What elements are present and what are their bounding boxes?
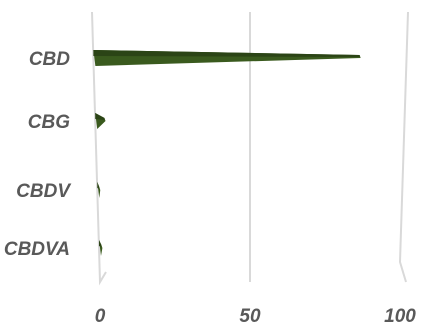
category-label-cbg: CBG <box>28 112 70 133</box>
category-labels: CBD CBG CBDV CBDVA <box>4 49 71 260</box>
gridline-0 <box>91 11 107 286</box>
bars <box>93 50 361 256</box>
bar-cbdva <box>98 240 103 256</box>
gridline-100 <box>398 11 409 283</box>
bar-cbg <box>95 113 106 129</box>
category-label-cbdv: CBDV <box>16 181 71 202</box>
x-tick-100: 100 <box>384 306 416 327</box>
x-tick-0: 0 <box>95 306 106 327</box>
category-label-cbdva: CBDVA <box>4 239 70 260</box>
bar-cbdv <box>97 182 101 198</box>
x-tick-50: 50 <box>239 306 261 327</box>
bar-cbd <box>93 50 361 66</box>
category-label-cbd: CBD <box>29 49 70 70</box>
x-tick-labels: 0 50 100 <box>95 306 417 327</box>
